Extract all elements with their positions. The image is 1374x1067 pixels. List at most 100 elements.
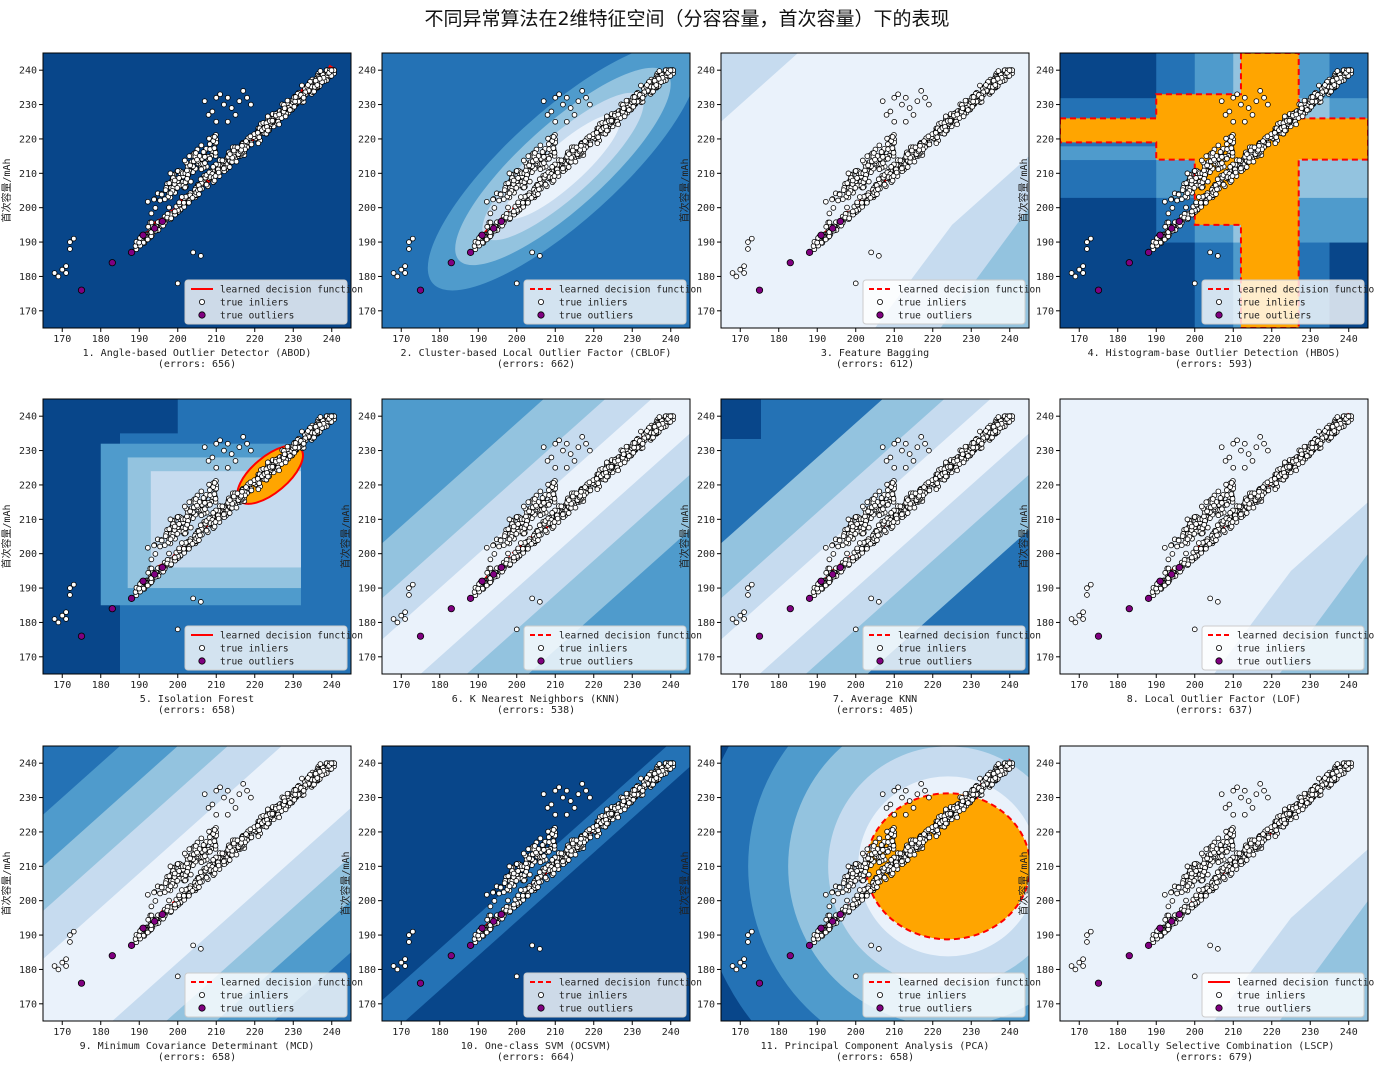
x-tick-label: 170 [1070,334,1088,345]
inlier-points [51,67,338,287]
inlier-point [520,157,527,164]
outlier-point [447,259,455,267]
inlier-point [487,565,494,572]
inlier-point [225,440,231,447]
y-tick-label: 220 [1036,134,1054,145]
inlier-point [236,98,243,104]
inlier-point [587,141,594,148]
x-tick-label: 240 [323,334,341,345]
x-tick-label: 190 [469,334,487,345]
legend-entry: true outliers [898,311,972,322]
inlier-point [243,138,249,144]
inlier-point [166,550,172,557]
y-tick-label: 170 [1036,306,1054,317]
inlier-point [225,94,231,101]
inlier-point [854,175,860,181]
y-axis-label: 首次容量/mAh [0,504,13,568]
inlier-point [1204,162,1210,169]
inlier-point [556,91,562,98]
inlier-point [826,210,833,217]
inlier-point [1301,97,1308,104]
subplot-4: 170 180 190 200 210 220 230 2401701801902002102… [1017,52,1374,370]
inlier-point [977,82,983,89]
inlier-point [965,107,971,113]
inlier-point [566,497,572,503]
outlier-point [158,563,166,572]
inlier-point [1191,280,1198,287]
inlier-point [1006,67,1013,73]
inlier-point [623,443,630,450]
legend-entry: learned decision function [1237,285,1374,296]
legend-box [862,279,1026,325]
y-tick-label: 170 [19,652,37,663]
inlier-point [59,612,66,619]
inlier-point [533,502,539,509]
subplot-name: 3. Feature Bagging [821,348,929,359]
inlier-point [211,523,218,530]
inlier-point [158,191,165,198]
inlier-point [560,165,566,172]
outlier-point [151,570,159,578]
inlier-point [300,94,307,101]
inlier-point [151,196,157,203]
inlier-point [243,484,249,490]
histogram-bin [1156,290,1196,328]
inlier-point [604,113,610,120]
legend-entry: learned decision function [559,285,702,296]
x-tick-label: 170 [392,334,410,345]
inlier-point [300,440,307,447]
inlier-point [871,150,877,156]
inlier-point [402,616,408,622]
inlier-point [594,140,601,146]
inlier-point [933,140,940,146]
inlier-point [1185,215,1191,222]
inlier-point [1253,98,1260,104]
inlier-point [483,236,490,243]
inlier-point [221,511,227,518]
inlier-point [398,612,405,619]
inlier-point [1219,160,1225,166]
inlier-point [55,619,62,626]
inlier-point [269,117,276,124]
y-tick-label: 190 [697,238,715,249]
inlier-point [501,187,508,193]
inlier-point [548,108,555,115]
inlier-point [1293,121,1299,128]
outlier-point [127,248,136,256]
inlier-point [505,550,511,557]
x-tick-label: 200 [1186,334,1204,345]
inlier-point [398,266,405,273]
inlier-point [501,533,508,539]
inlier-point [895,91,901,98]
inlier-point [989,88,995,95]
inlier-point [630,103,637,110]
inlier-point [745,246,751,252]
inlier-point [255,140,262,146]
inlier-point [905,151,911,157]
outlier-point [77,286,86,294]
legend-outlier-swatch [198,311,206,319]
inlier-point [176,199,182,206]
legend-outlier-swatch [1215,311,1223,319]
legend-inlier-swatch [198,645,205,652]
inlier-point [586,479,593,486]
outlier-points [77,217,166,294]
inlier-point [240,434,247,440]
inlier-point [305,428,311,434]
inlier-point [234,144,241,151]
inlier-point [845,190,852,197]
inlier-point [210,510,216,516]
inlier-point [506,170,513,177]
inlier-point [540,444,547,450]
histogram-bin [1156,53,1196,99]
y-tick-label: 230 [19,446,37,457]
legend-outlier-swatch [537,657,545,665]
inlier-point [148,219,155,226]
outlier-point [466,594,475,602]
inlier-point [233,158,240,165]
inlier-point [205,458,212,464]
inlier-point [174,626,181,633]
inlier-point [959,105,966,112]
inlier-point [287,453,293,459]
inlier-point [1080,270,1086,276]
